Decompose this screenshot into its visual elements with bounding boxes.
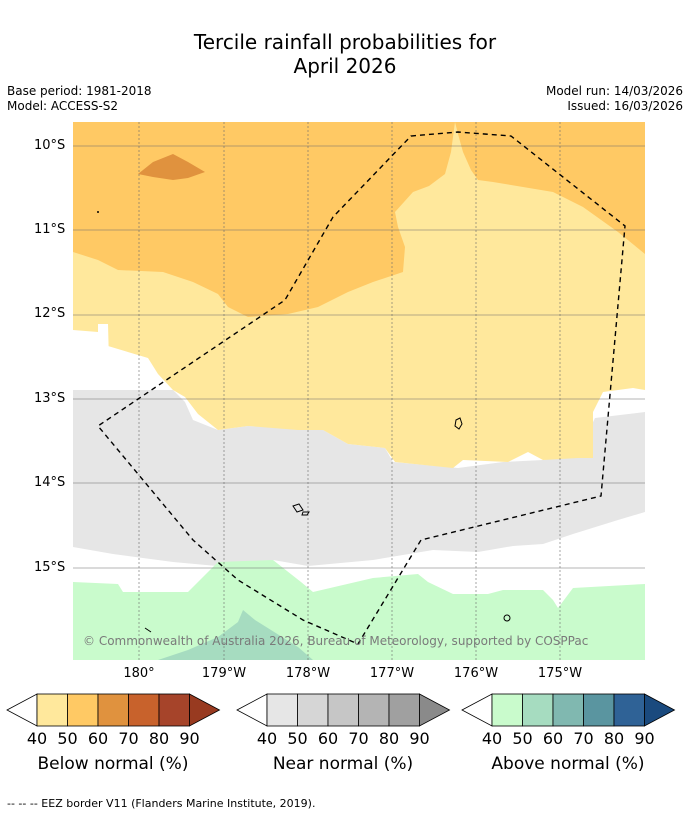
meta-right: Model run: 14/03/2026 Issued: 16/03/2026	[546, 84, 683, 114]
colorbar-tick-label: 40	[481, 729, 503, 748]
colorbar-under-triangle	[6, 693, 38, 727]
lat-label: 12°S	[34, 306, 66, 321]
copyright-notice: © Commonwealth of Australia 2026, Bureau…	[83, 634, 589, 648]
colorbar-tick-label: 60	[317, 729, 339, 748]
chart-title: Tercile rainfall probabilities for April…	[0, 30, 690, 78]
colorbar-near-normal	[236, 693, 451, 727]
lon-label: 176°W	[453, 666, 499, 681]
below-normal-50-region	[73, 122, 645, 317]
colorbar-swatch	[388, 693, 420, 727]
colorbar-tick-label: 60	[87, 729, 109, 748]
lat-label: 10°S	[34, 138, 66, 153]
colorbar-tick-label: 50	[57, 729, 78, 748]
above-normal-50-region	[158, 610, 313, 660]
colorbar-over-triangle	[419, 693, 451, 727]
colorbar-swatch	[158, 693, 190, 727]
white-notch	[98, 324, 109, 374]
title-line-2: April 2026	[293, 54, 397, 78]
colorbar-swatch	[266, 693, 298, 727]
model-run: Model run: 14/03/2026	[545, 84, 683, 98]
issued-date: Issued: 16/03/2026	[567, 99, 683, 113]
lon-label: 179°W	[201, 666, 247, 681]
colorbar-swatch	[358, 693, 390, 727]
colorbar-tick-label: 60	[542, 729, 564, 748]
colorbar-swatch	[583, 693, 615, 727]
near-normal-region	[73, 390, 645, 567]
colorbar-tick-label: 80	[603, 729, 625, 748]
lat-label: 15°S	[34, 560, 66, 575]
lat-label: 11°S	[34, 222, 66, 237]
colorbar-swatch	[36, 693, 68, 727]
below-normal-60-region	[138, 154, 205, 180]
colorbar-tick-label: 70	[573, 729, 594, 748]
colorbar-tick-label: 70	[348, 729, 369, 748]
colorbar-swatch	[67, 693, 99, 727]
colorbar-over-triangle	[189, 693, 221, 727]
colorbar-label-above: Above normal (%)	[491, 754, 645, 774]
colorbar-tick-label: 80	[148, 729, 170, 748]
colorbar-label-below: Below normal (%)	[37, 754, 189, 774]
island-outline	[292, 503, 304, 513]
meta-left: Base period: 1981-2018 Model: ACCESS-S2	[7, 84, 152, 114]
colorbar-tick-label: 50	[287, 729, 308, 748]
colorbar-tick-label: 90	[409, 729, 430, 748]
lon-label: 178°W	[285, 666, 331, 681]
probability-map	[73, 122, 645, 660]
above-normal-region	[73, 560, 645, 660]
colorbar-swatch	[613, 693, 645, 727]
gridlines	[73, 122, 645, 660]
colorbar-tick-label: 40	[26, 729, 48, 748]
island-outline	[454, 417, 463, 430]
lat-label: 14°S	[34, 475, 66, 490]
colorbar-swatch	[297, 693, 329, 727]
colorbar-tick-label: 90	[179, 729, 200, 748]
island-outline	[144, 627, 152, 633]
colorbar-tick-label: 90	[634, 729, 655, 748]
model-name: Model: ACCESS-S2	[7, 99, 119, 113]
island-outline	[503, 614, 511, 622]
lon-label: 175°W	[537, 666, 583, 681]
colorbar-tick-label: 70	[118, 729, 139, 748]
colorbar-below-normal	[6, 693, 221, 727]
colorbar-swatch	[128, 693, 160, 727]
colorbar-tick-label: 80	[378, 729, 400, 748]
title-line-1: Tercile rainfall probabilities for	[193, 30, 497, 54]
lon-label: 177°W	[369, 666, 415, 681]
colorbar-tick-label: 40	[256, 729, 278, 748]
base-period: Base period: 1981-2018	[7, 84, 152, 98]
colorbar-swatch	[522, 693, 554, 727]
colorbar-swatch	[327, 693, 359, 727]
colorbar-over-triangle	[644, 693, 676, 727]
colorbar-under-triangle	[461, 693, 493, 727]
colorbar-under-triangle	[236, 693, 268, 727]
island-outline	[301, 511, 310, 516]
lon-label: 180°	[123, 666, 155, 681]
colorbar-tick-label: 50	[512, 729, 533, 748]
eez-legend-footer: -- -- -- EEZ border V11 (Flanders Marine…	[7, 797, 316, 810]
colorbar-swatch	[97, 693, 129, 727]
islet-dot	[97, 211, 99, 213]
colorbar-label-near: Near normal (%)	[272, 754, 414, 774]
colorbar-swatch	[491, 693, 523, 727]
colorbar-above-normal	[461, 693, 676, 727]
lat-label: 13°S	[34, 391, 66, 406]
colorbar-swatch	[552, 693, 584, 727]
